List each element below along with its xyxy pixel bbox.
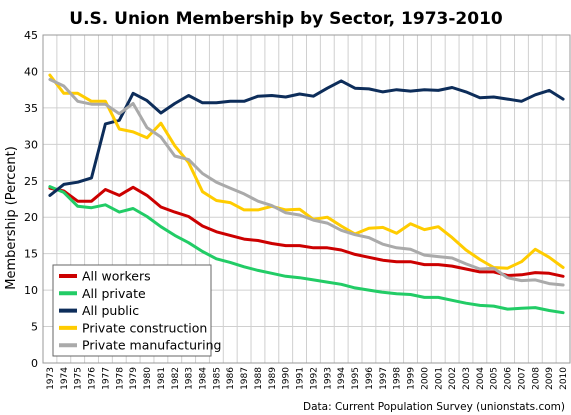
x-tick-label: 1987	[240, 367, 250, 390]
x-tick-label: 2000	[420, 367, 430, 390]
y-tick-label: 10	[24, 284, 38, 297]
legend-entry: Private construction	[82, 320, 207, 335]
x-tick-label: 1996	[365, 367, 375, 390]
y-tick-label: 30	[24, 138, 38, 151]
x-tick-label: 1994	[337, 367, 347, 390]
x-tick-label: 2003	[462, 367, 472, 390]
series-line-private-manufacturing	[48, 78, 565, 287]
y-tick-label: 5	[31, 321, 38, 334]
chart-title: U.S. Union Membership by Sector, 1973-20…	[69, 9, 503, 29]
x-axis: 1973 1974 1975 1976 1977 1978 1979 1980 1981 1982…	[46, 367, 569, 390]
x-tick-label: 1974	[60, 367, 70, 390]
x-tick-label: 1989	[268, 367, 278, 390]
x-tick-label: 1973	[46, 367, 56, 390]
x-tick-label: 1993	[323, 367, 333, 390]
x-tick-label: 2008	[531, 367, 541, 390]
x-tick-label: 1978	[115, 367, 125, 390]
legend-entry: Private manufacturing	[82, 338, 221, 353]
x-tick-label: 2010	[559, 367, 569, 390]
legend-entry: All public	[82, 303, 139, 318]
x-tick-label: 1995	[351, 367, 361, 390]
x-tick-label: 1984	[198, 367, 208, 390]
x-tick-label: 1981	[157, 367, 167, 390]
y-tick-label: 20	[24, 211, 38, 224]
x-tick-label: 1977	[101, 367, 111, 390]
legend-entry: All private	[82, 286, 146, 301]
x-tick-label: 1988	[254, 367, 264, 390]
x-tick-label: 1982	[171, 367, 181, 390]
series-lines	[48, 73, 565, 315]
y-tick-label: 25	[24, 175, 38, 188]
x-tick-label: 2004	[476, 367, 486, 390]
y-tick-label: 45	[24, 29, 38, 42]
x-tick-label: 1991	[296, 367, 306, 390]
plot-area	[42, 34, 571, 364]
x-tick-label: 2009	[545, 367, 555, 390]
x-tick-label: 1983	[185, 367, 195, 390]
y-axis-label: Membership (Percent)	[4, 146, 19, 290]
legend-box	[52, 264, 212, 357]
y-tick-label: 15	[24, 248, 38, 261]
series-line-all-public	[48, 79, 565, 197]
x-tick-label: 1979	[129, 367, 139, 390]
legend: All workers All private All public Private …	[52, 264, 221, 357]
y-tick-label: 35	[24, 102, 38, 115]
y-tick-label: 0	[31, 357, 38, 370]
x-tick-label: 1980	[143, 367, 153, 390]
x-tick-label: 2002	[448, 367, 458, 390]
series-line-all-private	[48, 185, 565, 315]
series-line-private-construction	[48, 73, 565, 270]
series-line-all-workers	[48, 185, 565, 278]
x-tick-label: 1999	[407, 367, 417, 390]
y-tick-label: 40	[24, 65, 38, 78]
x-tick-label: 1998	[393, 367, 403, 390]
x-tick-label: 1976	[88, 367, 98, 390]
source-note: Data: Current Population Survey (unionst…	[303, 401, 565, 413]
x-tick-label: 1997	[379, 367, 389, 390]
x-tick-label: 2005	[490, 367, 500, 390]
x-tick-label: 1985	[212, 367, 222, 390]
x-tick-label: 1992	[309, 367, 319, 390]
legend-entry: All workers	[82, 269, 151, 284]
x-tick-label: 1990	[282, 367, 292, 390]
x-tick-label: 2007	[517, 367, 527, 390]
y-axis: 0 5 10 15 20 25 30 35 40 45	[24, 29, 38, 370]
x-tick-label: 2001	[434, 367, 444, 390]
x-tick-label: 1986	[226, 367, 236, 390]
x-tick-label: 2006	[504, 367, 514, 390]
x-tick-label: 1975	[74, 367, 84, 390]
